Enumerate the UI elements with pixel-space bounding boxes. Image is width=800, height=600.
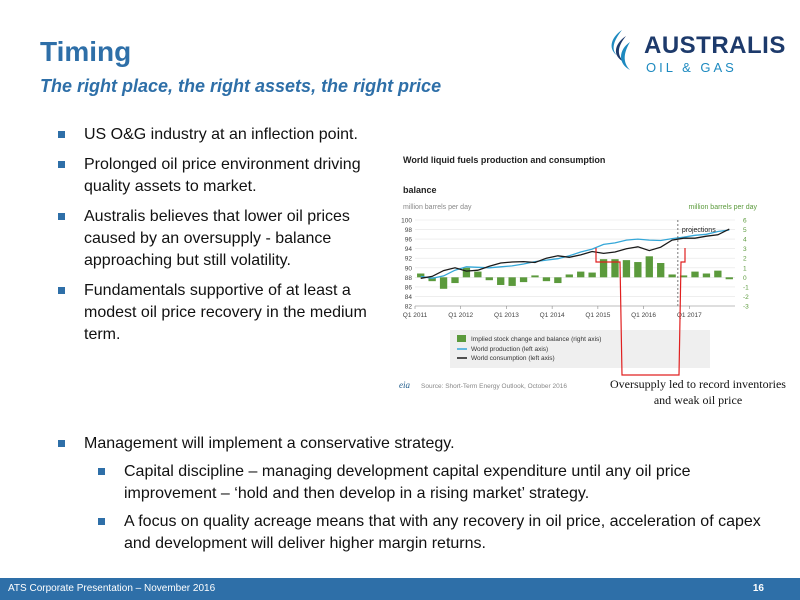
bullet-item: Fundamentals supportive of at least a mo… [56, 280, 376, 346]
left-tick-label: 94 [405, 246, 413, 253]
bullet-item: US O&G industry at an inflection point. [56, 124, 376, 146]
stock-change-bar [634, 262, 642, 278]
bullet-item: Australis believes that lower oil prices… [56, 206, 376, 272]
stock-change-bar [714, 270, 722, 278]
bullet-list: US O&G industry at an inflection point. … [56, 124, 376, 354]
right-tick-label: -2 [743, 294, 749, 301]
left-tick-label: 96 [405, 237, 413, 244]
stock-change-bar [462, 267, 471, 278]
left-tick-label: 92 [405, 256, 413, 263]
page-title: Timing [40, 36, 132, 67]
bullet-item: Prolonged oil price environment driving … [56, 154, 376, 198]
right-tick-label: -3 [743, 304, 749, 311]
left-axis-label: million barrels per day [403, 204, 472, 211]
stock-change-bar [508, 277, 516, 286]
stock-change-bar [485, 277, 493, 281]
projection-label: projections [682, 227, 716, 234]
stock-change-bar [417, 273, 425, 278]
right-tick-label: 6 [743, 218, 747, 225]
left-tick-label: 90 [405, 265, 413, 272]
logo-wave-icon [611, 30, 630, 70]
x-tick-label: Q1 2011 [403, 312, 428, 319]
callout-bracket [595, 248, 686, 376]
stock-change-bar [588, 272, 596, 278]
stock-change-bar [611, 259, 619, 278]
right-axis-label: million barrels per day [689, 204, 758, 211]
logo-name: AUSTRALIS [644, 32, 786, 59]
right-tick-label: 1 [743, 265, 747, 272]
legend-bar-swatch [457, 335, 466, 342]
legend-box [450, 330, 710, 368]
stock-change-bar [679, 275, 688, 278]
stock-change-bar [497, 277, 505, 285]
legend-label: World consumption (left axis) [471, 355, 555, 362]
stock-change-bar [531, 275, 539, 278]
stock-change-bar [622, 260, 631, 278]
world-consumption-line [420, 228, 730, 279]
chart-source: Source: Short-Term Energy Outlook, Octob… [421, 383, 567, 390]
page-number: 16 [752, 583, 764, 594]
right-tick-label: 4 [743, 237, 747, 244]
legend-label: Implied stock change and balance (right … [471, 336, 601, 343]
stock-change-bar [554, 277, 562, 284]
chart-title: World liquid fuels production and consum… [403, 155, 605, 165]
stock-change-bar [439, 277, 448, 289]
company-logo: AUSTRALIS OIL & GAS [600, 26, 790, 76]
right-tick-label: 3 [743, 246, 747, 253]
stock-change-bar [657, 263, 665, 278]
stock-change-bar [428, 277, 436, 282]
fuels-balance-chart: World liquid fuels production and consum… [399, 155, 758, 390]
callout-text: Oversupply led to record inventories and… [610, 377, 786, 407]
chart-container: World liquid fuels production and consum… [395, 150, 765, 400]
strategy-sub-bullet: Capital discipline – managing developmen… [96, 461, 776, 505]
stock-change-bar [702, 273, 711, 278]
strategy-sub-bullet: A focus on quality acreage means that wi… [96, 511, 776, 555]
stock-change-bar [451, 277, 459, 284]
logo-tagline: OIL & GAS [646, 60, 737, 75]
x-tick-label: Q1 2014 [540, 312, 565, 319]
right-tick-label: 2 [743, 256, 747, 263]
left-tick-label: 98 [405, 227, 413, 234]
stock-change-bar [691, 271, 699, 278]
x-tick-label: Q1 2015 [585, 312, 610, 319]
x-tick-label: Q1 2016 [631, 312, 656, 319]
stock-change-bar [542, 277, 551, 282]
left-tick-label: 86 [405, 284, 413, 291]
stock-change-bar [645, 256, 653, 278]
legend-label: World production (left axis) [471, 346, 548, 353]
right-tick-label: 5 [743, 227, 747, 234]
footer-bar: ATS Corporate Presentation – November 20… [0, 578, 800, 600]
stock-change-bar [565, 274, 573, 278]
chart-title: balance [403, 185, 437, 195]
left-tick-label: 84 [405, 294, 413, 301]
stock-change-bar [668, 274, 676, 278]
left-tick-label: 88 [405, 275, 413, 282]
stock-change-bar [577, 271, 585, 278]
footer-text: ATS Corporate Presentation – November 20… [8, 583, 216, 594]
stock-change-bar [474, 271, 482, 278]
x-tick-label: Q1 2013 [494, 312, 519, 319]
right-tick-label: 0 [743, 275, 747, 282]
x-tick-label: Q1 2012 [448, 312, 473, 319]
left-tick-label: 100 [401, 218, 412, 225]
right-tick-label: -1 [743, 284, 749, 291]
eia-logo: eia [399, 380, 410, 390]
strategy-list: Management will implement a conservative… [56, 433, 776, 561]
stock-change-bar [725, 277, 733, 280]
strategy-bullet: Management will implement a conservative… [56, 433, 776, 455]
page-subtitle: The right place, the right assets, the r… [40, 76, 442, 96]
stock-change-bar [599, 259, 608, 278]
x-tick-label: Q1 2017 [677, 312, 702, 319]
stock-change-bar [519, 277, 528, 283]
left-tick-label: 82 [405, 304, 413, 311]
